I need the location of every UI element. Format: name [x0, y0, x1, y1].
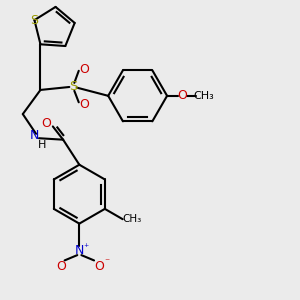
- Text: CH₃: CH₃: [194, 91, 214, 101]
- Text: O: O: [80, 98, 90, 111]
- Text: O: O: [94, 260, 104, 273]
- Text: O: O: [41, 117, 51, 130]
- Text: N: N: [75, 244, 84, 257]
- Text: O: O: [57, 260, 67, 273]
- Text: H: H: [38, 140, 46, 150]
- Text: O: O: [178, 89, 188, 102]
- Text: S: S: [30, 14, 38, 27]
- Text: N: N: [30, 129, 39, 142]
- Text: S: S: [69, 80, 77, 94]
- Text: O: O: [80, 63, 90, 76]
- Text: CH₃: CH₃: [122, 214, 141, 224]
- Text: ⁺: ⁺: [83, 243, 88, 253]
- Text: ⁻: ⁻: [104, 257, 109, 267]
